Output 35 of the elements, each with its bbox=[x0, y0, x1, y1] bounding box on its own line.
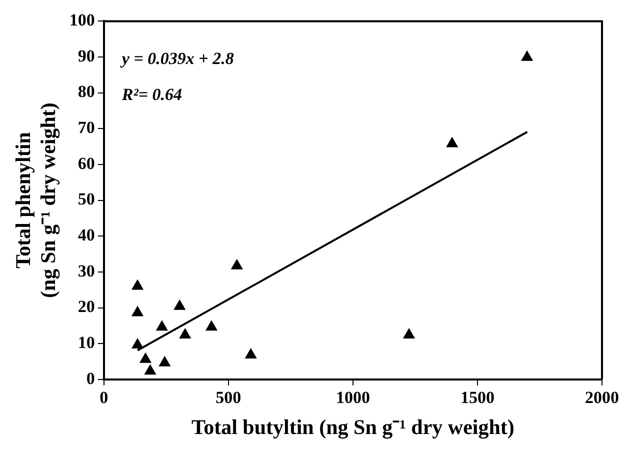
point bbox=[132, 280, 144, 290]
x-tick-label: 1000 bbox=[336, 388, 370, 407]
x-tick-label: 1500 bbox=[460, 388, 494, 407]
point bbox=[231, 259, 243, 270]
point bbox=[446, 137, 458, 148]
point bbox=[156, 320, 168, 331]
y-tick-label: 70 bbox=[78, 118, 95, 138]
y-tick-label: 30 bbox=[78, 261, 95, 280]
x-axis-title: Total butyltin (ng Sn g⁻¹ dry weight) bbox=[191, 414, 514, 439]
y-tick-label: 80 bbox=[78, 82, 95, 102]
annotation: R²= 0.64 bbox=[120, 85, 182, 104]
y-tick-label: 60 bbox=[78, 154, 95, 173]
y-tick-label: 0 bbox=[86, 368, 95, 388]
y-axis-title: Total phenyltin (ng Sn g⁻¹ dry weight) bbox=[11, 102, 60, 298]
point bbox=[140, 352, 152, 363]
annotation: y = 0.039x + 2.8 bbox=[120, 49, 234, 68]
point bbox=[132, 306, 144, 316]
y-tick-label: 90 bbox=[78, 46, 95, 66]
y-tick-label: 20 bbox=[78, 297, 95, 316]
x-tick-label: 0 bbox=[100, 388, 108, 407]
y-tick-label: 50 bbox=[78, 190, 95, 209]
x-tick-label: 2000 bbox=[585, 388, 619, 407]
y-tick-label: 100 bbox=[69, 10, 95, 30]
point bbox=[521, 50, 533, 61]
point bbox=[403, 328, 415, 338]
point bbox=[174, 300, 186, 310]
y-tick-label: 40 bbox=[78, 226, 95, 245]
x-tick-label: 500 bbox=[216, 388, 242, 407]
point bbox=[144, 364, 156, 375]
y-tick-label: 10 bbox=[78, 332, 95, 352]
point bbox=[132, 338, 144, 349]
point bbox=[179, 328, 191, 338]
point bbox=[158, 356, 170, 366]
point bbox=[245, 348, 257, 359]
point bbox=[206, 320, 218, 331]
